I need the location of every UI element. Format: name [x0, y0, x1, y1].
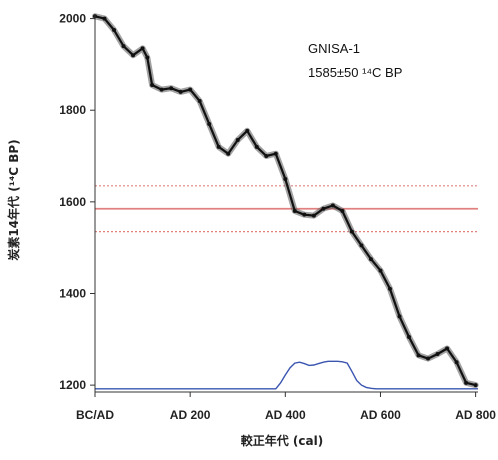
calibration-point	[321, 206, 326, 211]
calibration-point	[254, 144, 259, 149]
calibration-point	[378, 268, 383, 273]
calibration-curve-band	[92, 13, 479, 389]
calibration-point	[159, 87, 164, 92]
calibration-curve-line	[94, 15, 476, 387]
calibration-point	[445, 346, 450, 351]
calibration-point	[283, 176, 288, 181]
probability-distribution-line	[95, 360, 478, 390]
y-axis-title: 炭素14年代 (¹⁴C BP)	[6, 139, 21, 260]
calibration-point	[169, 86, 174, 91]
calibration-point	[207, 121, 212, 126]
y-tick-label: 2000	[59, 12, 86, 26]
calibration-point	[235, 138, 240, 142]
calibration-point	[349, 229, 354, 234]
calibration-point	[368, 257, 373, 262]
calibration-point	[273, 151, 278, 156]
calibration-point	[226, 151, 231, 156]
calibration-point	[340, 209, 345, 214]
calibration-point	[150, 83, 155, 88]
calibration-point	[292, 209, 297, 214]
x-tick-label: AD 200	[170, 408, 211, 422]
x-tick-label: BC/AD	[76, 408, 114, 422]
calibration-point	[397, 314, 402, 319]
calibration-point	[121, 44, 126, 49]
sample-label: GNISA-1	[308, 41, 360, 56]
calibration-point	[426, 356, 431, 361]
y-tick-label: 1800	[59, 103, 86, 117]
calibration-point	[359, 243, 364, 248]
calibration-point	[145, 55, 150, 60]
calibration-point	[131, 53, 136, 58]
calibration-point	[178, 89, 183, 94]
x-axis-title: 較正年代 (cal)	[241, 433, 323, 448]
calibration-point	[216, 144, 221, 149]
calibration-point	[416, 353, 421, 358]
x-tick-label: AD 400	[265, 408, 306, 422]
x-tick-label: AD 800	[455, 408, 496, 422]
x-tick-label: AD 600	[360, 408, 401, 422]
y-tick-label: 1200	[59, 378, 86, 392]
calibration-point	[197, 99, 202, 104]
calibration-point	[330, 203, 335, 208]
calibration-point	[112, 28, 117, 33]
date-label: 1585±50 ¹⁴C BP	[308, 65, 402, 80]
calibration-point	[311, 213, 316, 218]
calibration-point	[454, 360, 459, 365]
calibration-point	[102, 16, 107, 21]
calibration-point	[387, 286, 392, 291]
y-tick-label: 1400	[59, 286, 86, 300]
calibration-point	[264, 154, 269, 159]
calibration-point	[140, 46, 145, 51]
calibration-point	[302, 212, 307, 217]
calibration-point	[407, 335, 412, 340]
calibration-point	[188, 87, 193, 92]
calibration-point	[473, 383, 478, 388]
calibration-point	[245, 128, 250, 133]
calibration-point	[464, 380, 469, 385]
y-tick-label: 1600	[59, 195, 86, 209]
calibration-point	[435, 351, 440, 356]
